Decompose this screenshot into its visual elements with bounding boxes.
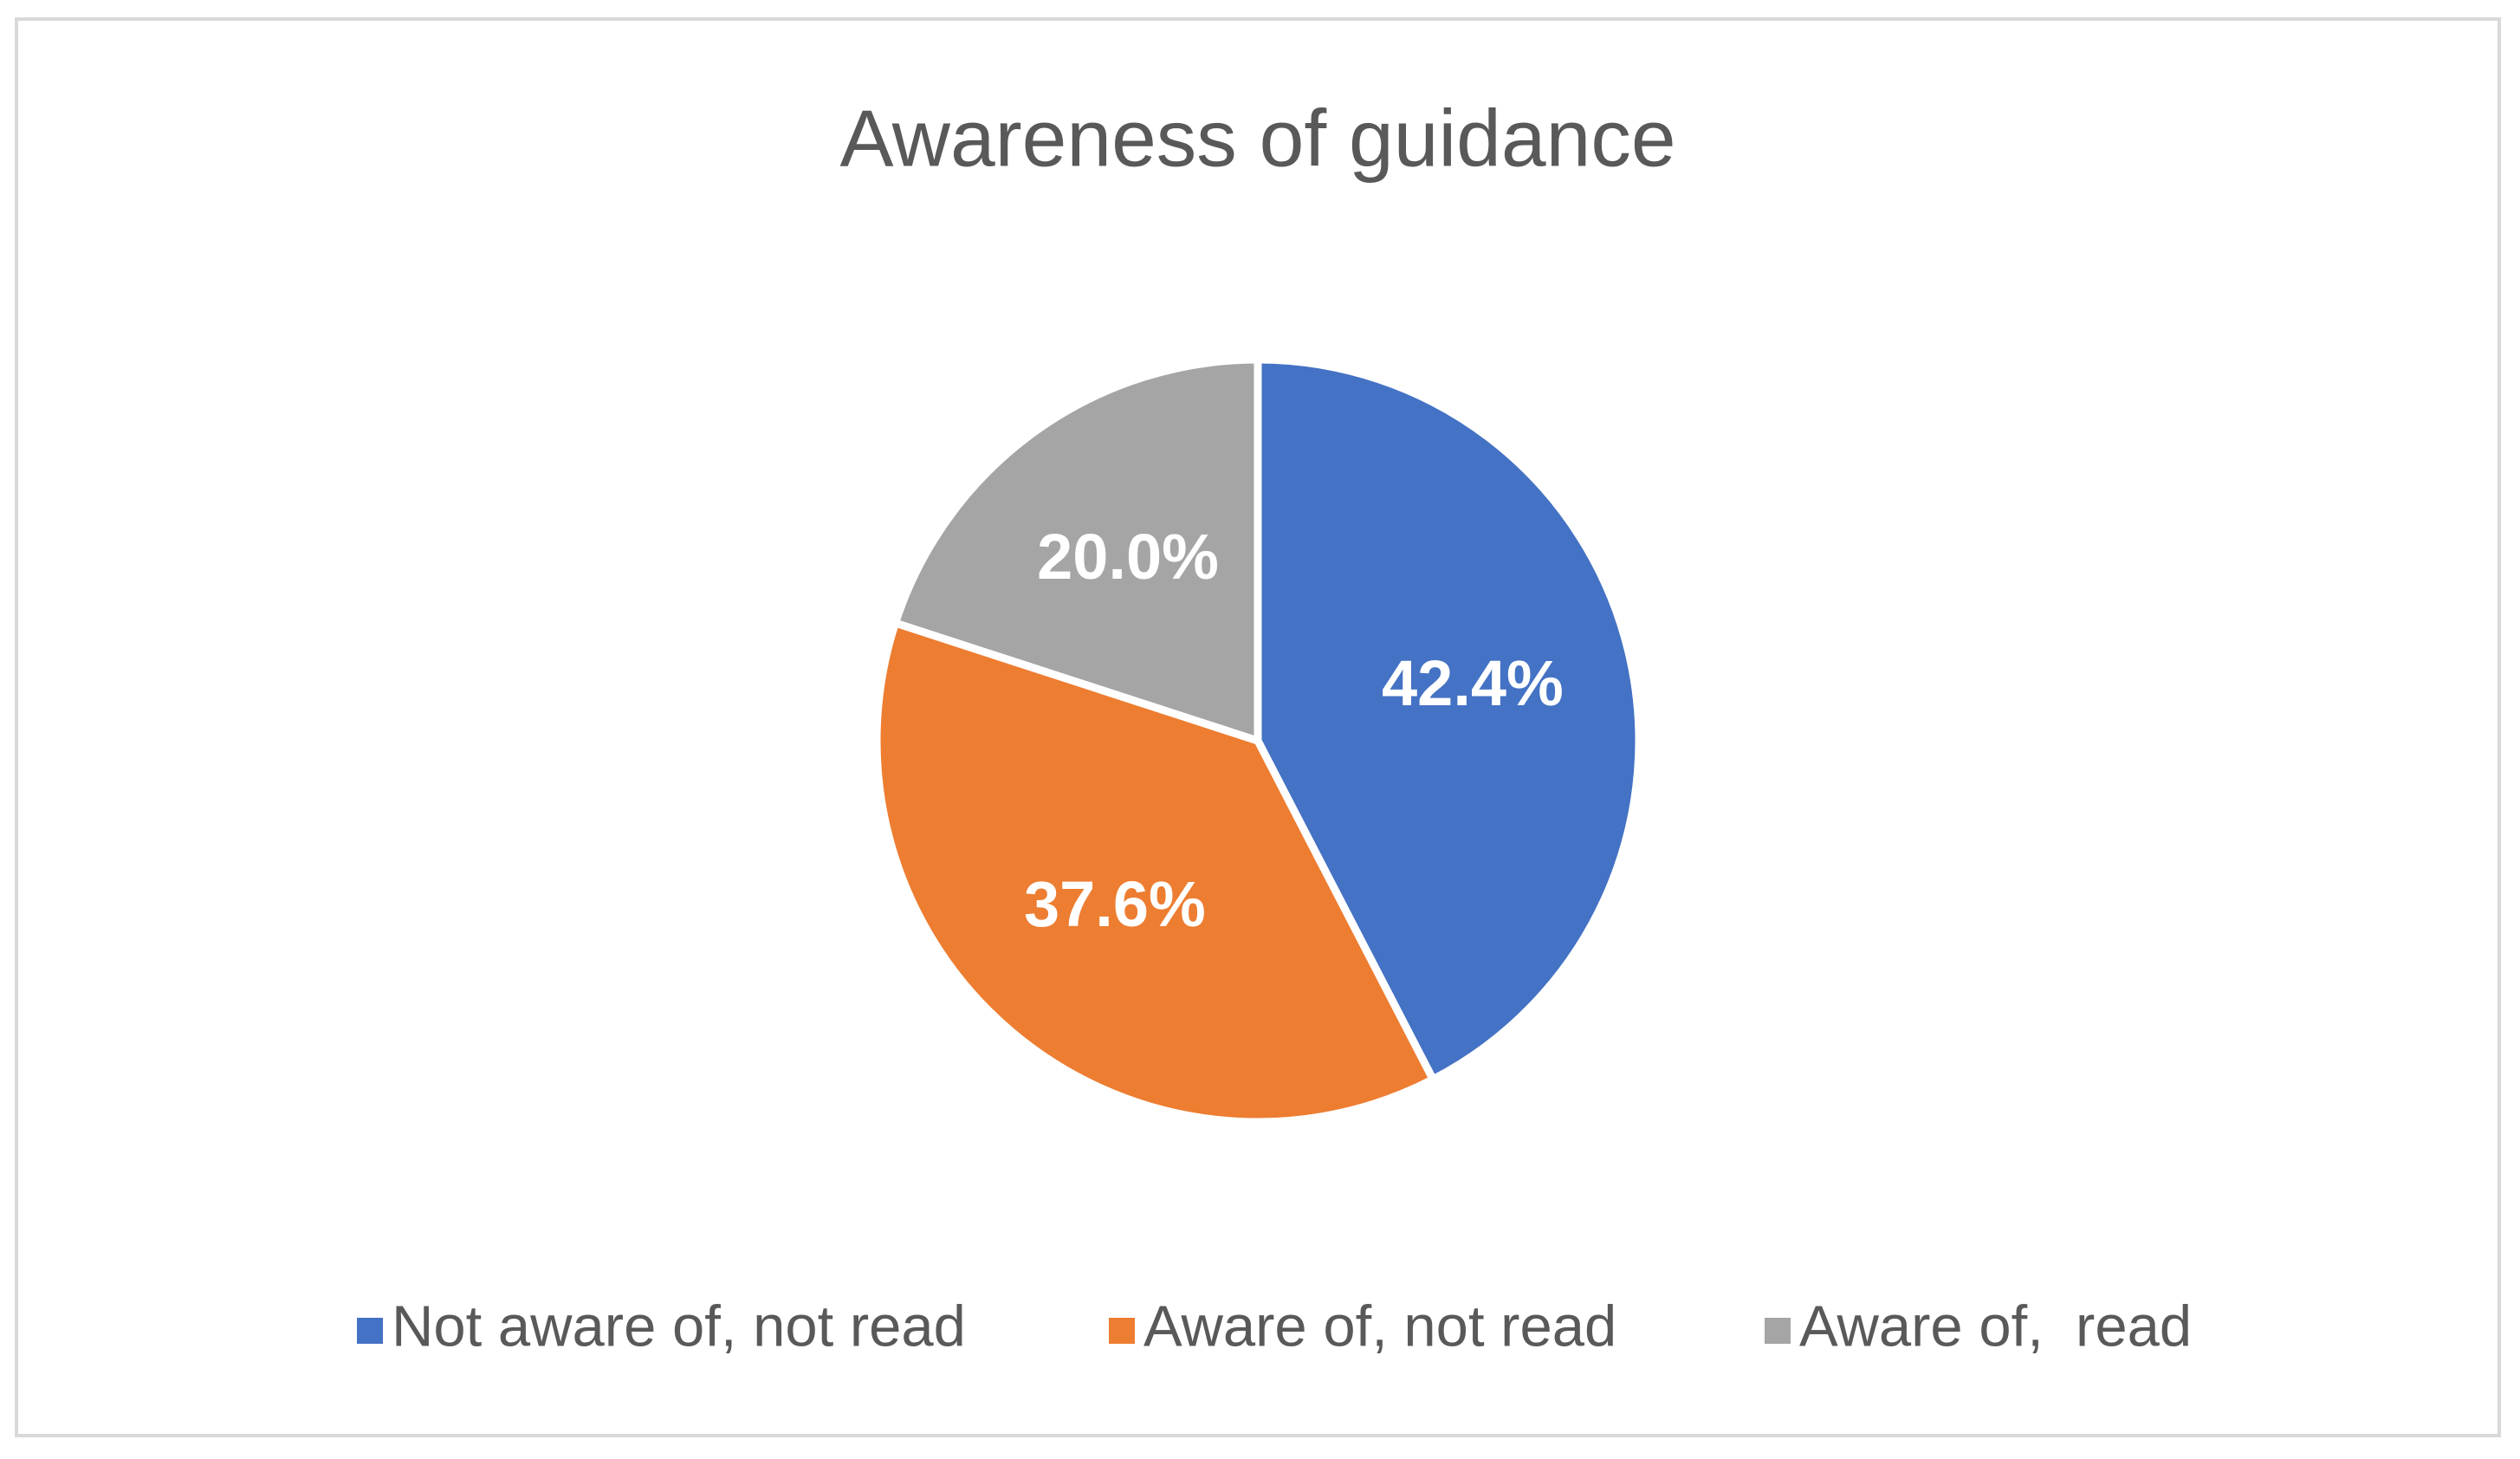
legend-swatch bbox=[357, 1318, 383, 1344]
legend-label: Aware of, read bbox=[1799, 1294, 2192, 1359]
data-label: 37.6% bbox=[1024, 868, 1206, 940]
legend-swatch bbox=[1765, 1318, 1791, 1344]
chart-title: Awareness of guidance bbox=[839, 94, 1675, 184]
legend-swatch bbox=[1109, 1318, 1135, 1344]
legend-label: Not aware of, not read bbox=[392, 1294, 966, 1359]
data-label: 42.4% bbox=[1382, 647, 1564, 719]
pie-slice bbox=[872, 619, 1437, 1126]
pie-slice bbox=[1254, 355, 1643, 1084]
data-label: 20.0% bbox=[1037, 521, 1219, 593]
pie-slice bbox=[891, 355, 1262, 745]
legend-label: Aware of, not read bbox=[1143, 1294, 1616, 1359]
